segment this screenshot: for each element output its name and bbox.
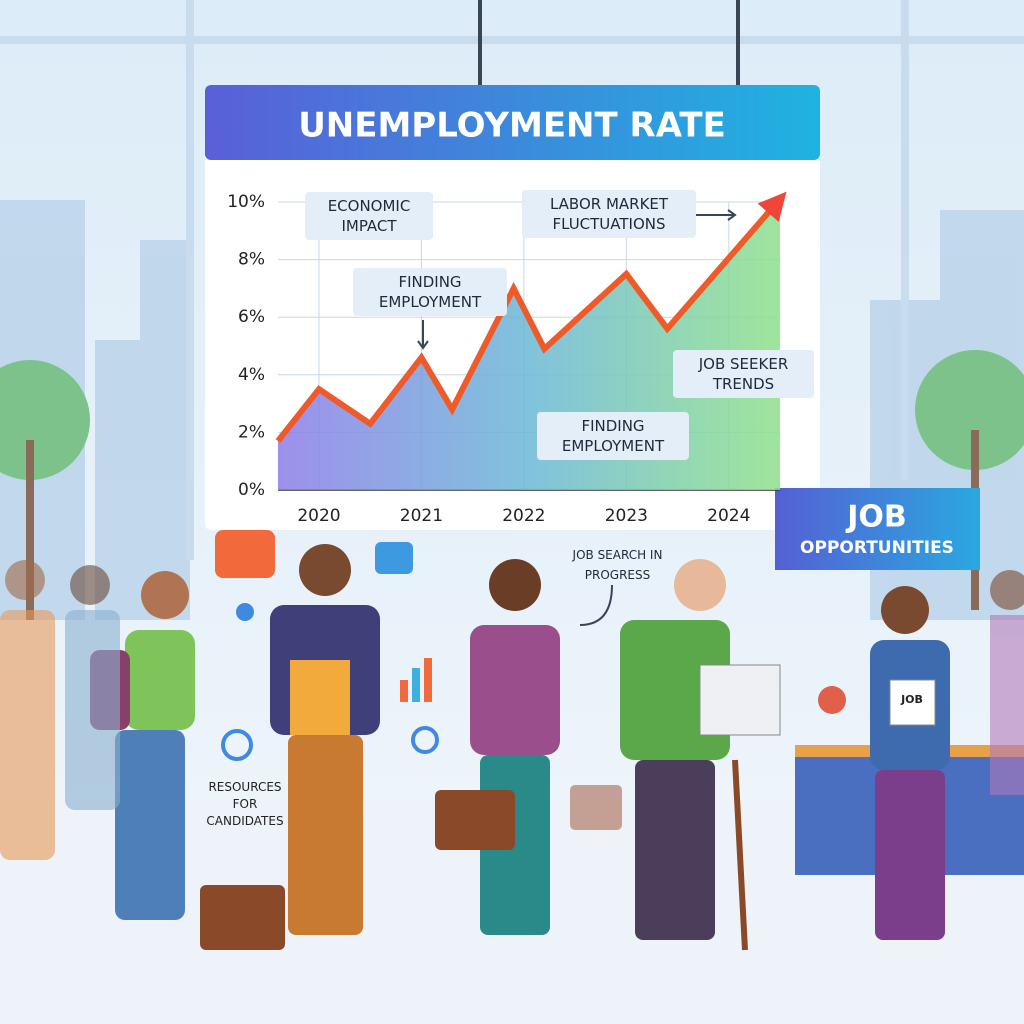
y-tick-label: 10% xyxy=(227,192,265,212)
person-teen-paper: JOB xyxy=(870,586,950,940)
x-tick-label: 2021 xyxy=(400,506,443,526)
x-tick-label: 2024 xyxy=(707,506,750,526)
booth-sign-subtitle: OPPORTUNITIES xyxy=(800,538,954,558)
y-tick-label: 8% xyxy=(238,250,265,270)
background-people xyxy=(0,560,1024,860)
booth-sign-title: JOB xyxy=(845,500,907,535)
annotation: FINDING EMPLOYMENT xyxy=(353,268,507,316)
search-note: JOB SEARCH IN PROGRESS xyxy=(572,548,663,582)
person-man-folder xyxy=(270,544,380,935)
x-tick-label: 2020 xyxy=(297,506,340,526)
briefcase xyxy=(200,885,285,950)
annotation-arrow xyxy=(417,320,429,350)
arrow-head xyxy=(757,191,787,222)
line xyxy=(275,197,783,443)
y-tick-label: 6% xyxy=(238,307,265,327)
annotation: FINDING EMPLOYMENT xyxy=(537,412,689,460)
annotation: LABOR MARKET FLUCTUATIONS xyxy=(522,190,696,238)
annotation: ECONOMIC IMPACT xyxy=(305,192,433,240)
y-tick-label: 0% xyxy=(238,480,265,500)
resources-note: RESOURCES FOR CANDIDATES xyxy=(206,780,283,828)
window-frame xyxy=(0,0,1024,560)
chart-header xyxy=(205,85,820,160)
x-tick-label: 2022 xyxy=(502,506,545,526)
people: JOB xyxy=(0,544,1024,951)
briefcase xyxy=(570,785,622,830)
person-woman-tablet xyxy=(435,559,560,935)
y-tick-label: 4% xyxy=(238,365,265,385)
booth-sign xyxy=(775,488,980,570)
y-tick-label: 2% xyxy=(238,422,265,442)
annotation: JOB SEEKER TRENDS xyxy=(673,350,814,398)
note-arrow xyxy=(579,584,613,626)
paper-label: JOB xyxy=(900,693,923,706)
icons xyxy=(215,530,846,761)
person-elder-newspaper xyxy=(620,559,781,951)
chart-title: UNEMPLOYMENT RATE xyxy=(298,106,726,146)
x-tick-label: 2023 xyxy=(605,506,648,526)
